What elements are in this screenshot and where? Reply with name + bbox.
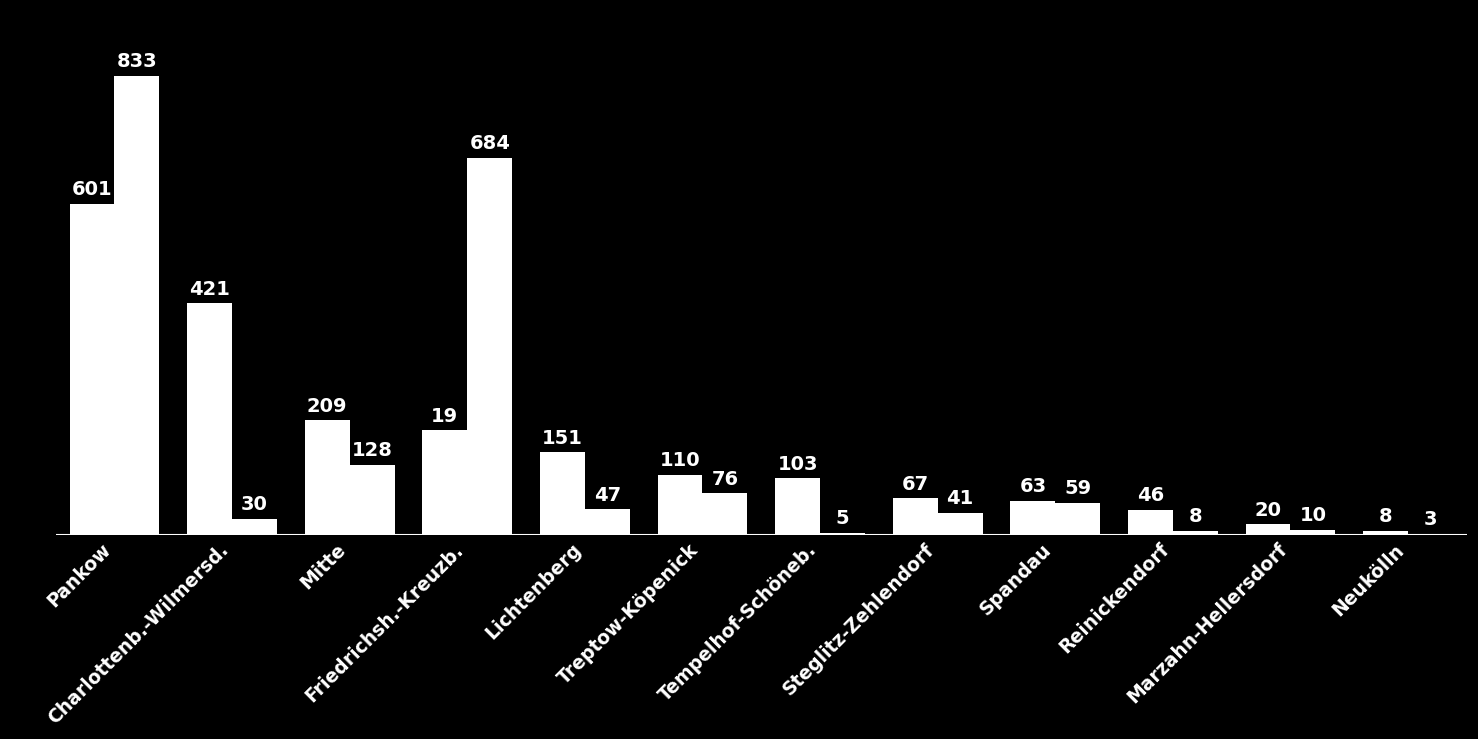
- Text: 46: 46: [1137, 486, 1165, 505]
- Bar: [1409, 534, 1453, 535]
- Text: 47: 47: [594, 486, 621, 505]
- Bar: [1174, 531, 1218, 535]
- Bar: [702, 494, 748, 535]
- Text: 59: 59: [1064, 480, 1091, 498]
- Bar: [1128, 510, 1174, 535]
- Text: 67: 67: [902, 475, 928, 494]
- Text: 76: 76: [711, 470, 739, 489]
- Text: 103: 103: [777, 455, 817, 474]
- Text: 209: 209: [307, 397, 347, 415]
- Text: 421: 421: [189, 279, 231, 299]
- Text: 63: 63: [1020, 477, 1046, 496]
- Bar: [1055, 503, 1100, 535]
- Text: 5: 5: [835, 509, 850, 528]
- Bar: [1290, 530, 1336, 535]
- Text: 8: 8: [1188, 508, 1202, 526]
- Bar: [114, 75, 160, 535]
- Bar: [658, 474, 702, 535]
- Bar: [1011, 500, 1055, 535]
- Text: 151: 151: [542, 429, 582, 448]
- Bar: [304, 420, 350, 535]
- Text: 8: 8: [1379, 508, 1392, 526]
- Bar: [232, 519, 276, 535]
- Bar: [188, 303, 232, 535]
- Bar: [69, 204, 114, 535]
- Text: 110: 110: [659, 452, 701, 470]
- Bar: [774, 478, 820, 535]
- Bar: [585, 509, 630, 535]
- Text: 41: 41: [946, 489, 974, 508]
- Text: 10: 10: [1299, 506, 1326, 525]
- Bar: [820, 533, 865, 535]
- Text: 19: 19: [432, 407, 458, 426]
- Bar: [1246, 524, 1290, 535]
- Bar: [893, 498, 937, 535]
- Text: 833: 833: [117, 52, 157, 71]
- Text: 30: 30: [241, 495, 268, 514]
- Bar: [539, 452, 585, 535]
- Bar: [467, 158, 513, 535]
- Bar: [423, 430, 467, 535]
- Text: 684: 684: [470, 134, 510, 154]
- Text: 601: 601: [72, 180, 112, 200]
- Bar: [1363, 531, 1409, 535]
- Text: 3: 3: [1423, 510, 1437, 529]
- Text: 20: 20: [1255, 501, 1281, 520]
- Bar: [937, 513, 983, 535]
- Text: 128: 128: [352, 441, 393, 460]
- Bar: [350, 465, 395, 535]
